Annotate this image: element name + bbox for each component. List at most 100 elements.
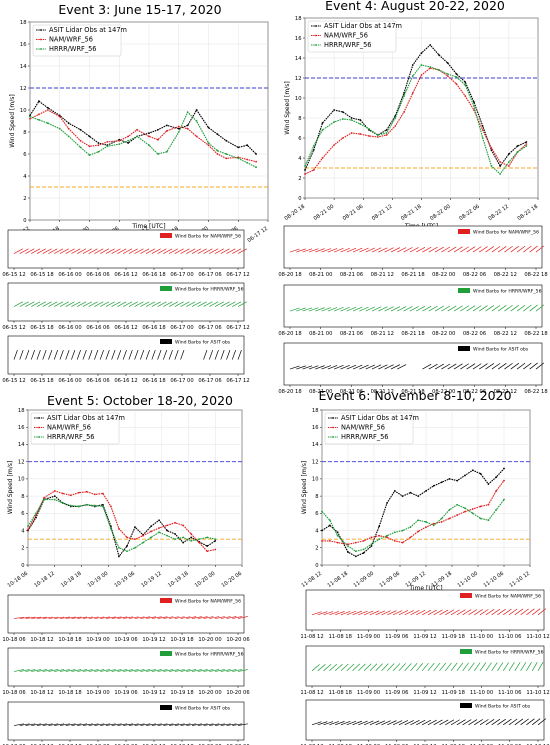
x-tick-label: 11-09 06 xyxy=(379,571,402,589)
wind-barb xyxy=(82,248,92,254)
barb-x-tick-label: 10-19 00 xyxy=(86,690,109,696)
wind-barb xyxy=(134,723,145,726)
barb-legend-label: Wind Barbs for HRRR/WRF_56 xyxy=(473,288,542,294)
wind-barb xyxy=(433,609,443,616)
wind-barb xyxy=(88,350,93,360)
series-point xyxy=(214,538,217,541)
wind-barb xyxy=(180,248,190,254)
wind-barb-panel: Wind Barbs for NAM/WRF_56 10-18 06 10-18 1… xyxy=(2,594,250,643)
wind-barb xyxy=(456,662,464,672)
wind-barb xyxy=(410,719,420,726)
wind-barb xyxy=(220,350,225,360)
wind-barb xyxy=(523,245,532,253)
wind-barb xyxy=(226,723,237,726)
series-point xyxy=(350,119,353,121)
series-point xyxy=(328,519,331,522)
series-point xyxy=(85,490,88,493)
barb-x-tick-label: 06-17 06 xyxy=(198,272,221,278)
wind-barb xyxy=(375,663,383,672)
wind-barb xyxy=(163,301,173,307)
wind-barb xyxy=(296,248,306,253)
wind-barb xyxy=(168,350,173,360)
x-tick-label: 08-21 12 xyxy=(371,204,394,222)
series-point xyxy=(507,161,510,163)
wind-barb xyxy=(450,662,458,672)
wind-barb xyxy=(77,723,88,726)
series-point xyxy=(370,536,373,539)
series-point xyxy=(126,536,128,539)
series-point xyxy=(503,498,505,501)
wind-barb xyxy=(220,301,230,307)
x-tick-label: 08-22 06 xyxy=(458,204,481,222)
series-point xyxy=(88,154,91,157)
series-point xyxy=(206,545,209,547)
wind-barb xyxy=(327,307,338,312)
wind-barb xyxy=(13,350,18,360)
barb-x-tick-label: 06-16 00 xyxy=(58,325,81,331)
barb-x-tick-label: 08-21 18 xyxy=(401,389,424,395)
barb-legend-label: Wind Barbs for ASIT obs xyxy=(473,346,529,352)
barb-x-tick-label: 10-19 06 xyxy=(114,690,137,696)
series-point xyxy=(77,491,80,494)
wind-barb xyxy=(346,306,357,312)
wind-barb xyxy=(151,723,162,726)
series-point xyxy=(312,169,315,171)
series-point xyxy=(347,551,349,553)
wind-barb xyxy=(397,306,407,312)
wind-barb xyxy=(317,721,328,726)
wind-barb xyxy=(472,305,482,312)
series-point xyxy=(471,469,474,472)
wind-barb xyxy=(128,723,139,726)
wind-barb xyxy=(384,364,394,370)
barb-legend-label: Wind Barbs for ASIT obs xyxy=(175,339,231,345)
barb-x-tick-label: 08-22 12 xyxy=(494,389,517,395)
series-point xyxy=(69,494,72,497)
series-point xyxy=(38,100,40,103)
y-tick-label: 0 xyxy=(21,563,24,569)
wind-barb xyxy=(485,662,492,671)
wind-barb xyxy=(514,662,521,671)
series-point xyxy=(43,498,45,501)
wind-barb xyxy=(105,669,116,672)
wind-barb xyxy=(289,307,300,312)
wind-barb xyxy=(128,248,138,254)
wind-barb xyxy=(54,616,65,619)
series-point xyxy=(333,109,336,111)
wind-barb xyxy=(77,248,87,254)
wind-barb xyxy=(48,301,58,307)
series-point xyxy=(195,109,198,111)
series-point xyxy=(479,517,482,520)
wind-barb xyxy=(19,616,30,619)
wind-barb xyxy=(25,350,30,360)
wind-barb xyxy=(323,611,334,616)
series-point xyxy=(393,531,396,534)
series-point xyxy=(464,510,466,513)
series-point xyxy=(126,545,128,547)
wind-barb-panel: Wind Barbs for ASIT obs 06-15 12 06-15 18 0… xyxy=(2,335,250,384)
series-point xyxy=(106,145,109,148)
wind-barb xyxy=(25,248,35,254)
series-point xyxy=(304,165,306,167)
wind-barb xyxy=(197,669,208,672)
legend-entry: HRRR/WRF_56 xyxy=(341,433,389,441)
y-tick-label: 18 xyxy=(18,408,25,414)
x-tick-label: 11-09 00 xyxy=(353,571,376,589)
wind-barb xyxy=(174,723,185,726)
barb-legend-swatch xyxy=(160,233,172,238)
barb-legend-label: Wind Barbs for ASIT obs xyxy=(475,703,531,709)
wind-barb xyxy=(535,245,545,253)
x-tick-label: 11-10 06 xyxy=(483,571,506,589)
wind-barb xyxy=(346,247,357,253)
wind-barb xyxy=(390,247,401,253)
series-point xyxy=(97,150,100,153)
x-tick-label: 10-18 06 xyxy=(7,571,30,589)
wind-barb xyxy=(315,248,325,253)
legend-box xyxy=(32,24,122,57)
wind-barb xyxy=(441,305,451,312)
wind-barb xyxy=(174,616,185,619)
series-point xyxy=(58,115,61,118)
wind-barb xyxy=(191,301,202,307)
x-tick-label: 06-17 12 xyxy=(247,226,270,244)
event-panel-6: Event 6: November 8-10, 2020 0 2 4 6 8 10 12 14 1… xyxy=(300,388,549,745)
wind-barb xyxy=(237,616,248,619)
